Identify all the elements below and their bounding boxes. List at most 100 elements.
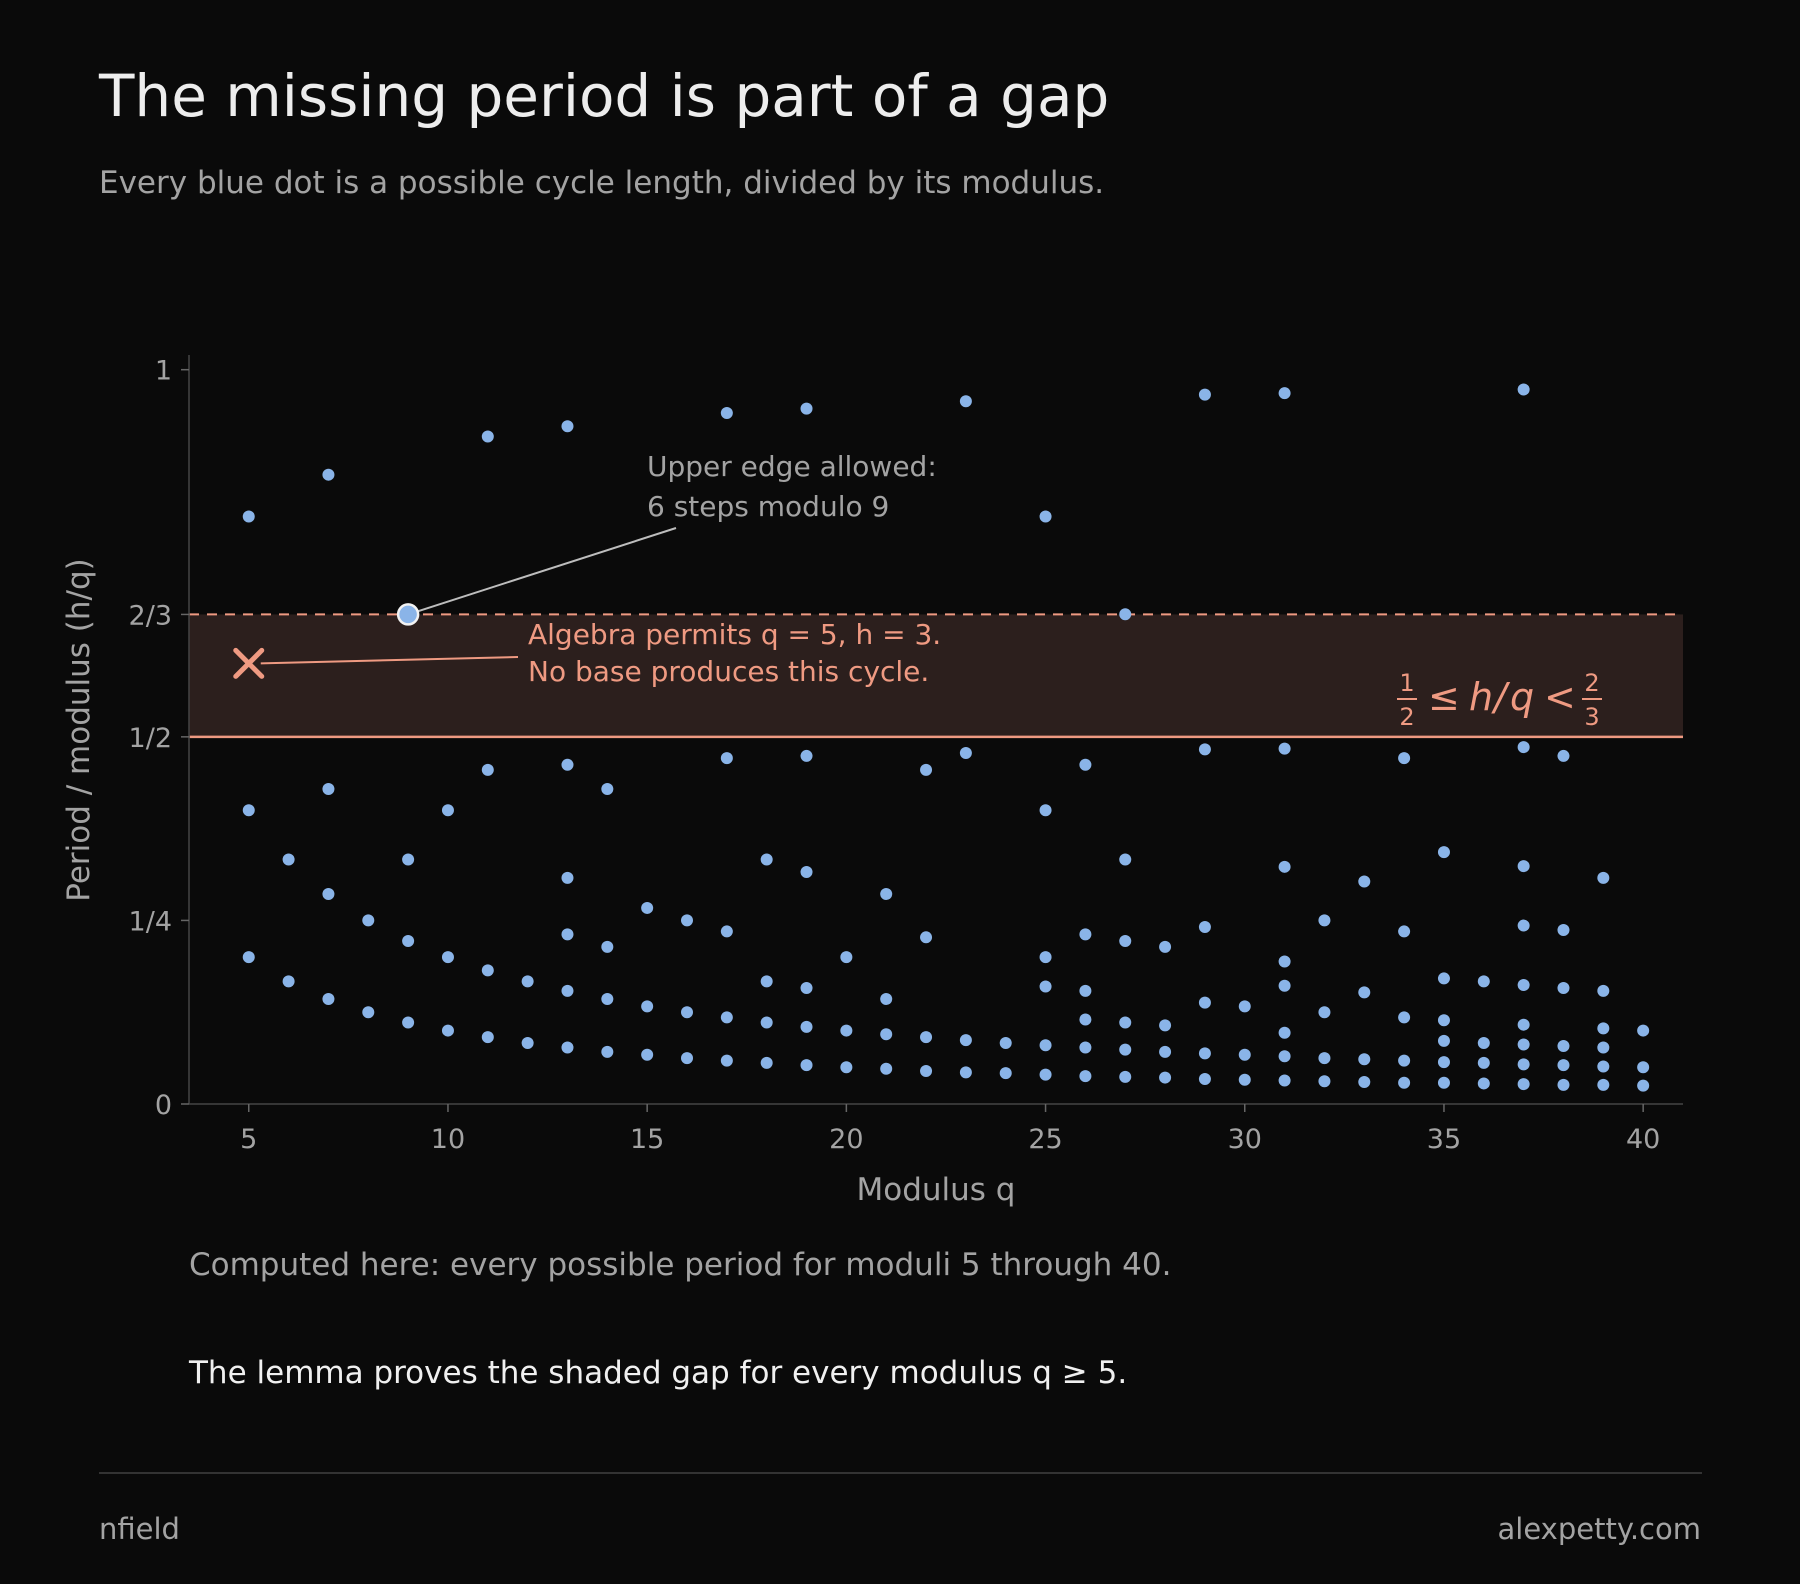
data-point [1318,1052,1331,1065]
data-point [1437,846,1450,859]
data-point [481,763,494,776]
data-point [441,1024,454,1037]
x-tick-label: 10 [431,1124,465,1155]
data-point [561,420,574,433]
data-point [1597,871,1610,884]
highlight-point [396,603,420,626]
data-point [1079,1070,1092,1083]
data-point [1278,1074,1291,1087]
data-point [1079,758,1092,771]
data-point [880,1028,893,1041]
data-point [1119,608,1132,621]
data-point [601,992,614,1005]
data-point [1398,752,1411,765]
data-point [1318,1075,1331,1088]
missing-label-line2: No base produces this cycle. [528,655,929,688]
data-point [1278,860,1291,873]
data-point [1238,1073,1251,1086]
data-point [999,1067,1012,1080]
data-point [840,1061,853,1074]
data-point [1039,510,1052,523]
data-point [1477,1056,1490,1069]
data-point [1437,1014,1450,1027]
y-tick-label: 1 [155,356,172,387]
data-point [1198,1073,1211,1086]
data-point [1398,1054,1411,1067]
data-point [760,853,773,866]
data-point [800,1020,813,1033]
data-point [1198,388,1211,401]
x-tick-label: 15 [630,1124,664,1155]
data-point [1278,742,1291,755]
x-tick-label: 20 [829,1124,863,1155]
data-point [282,975,295,988]
data-point [561,758,574,771]
data-point [1597,1041,1610,1054]
data-point [1159,1019,1172,1032]
data-point [1637,1024,1650,1037]
data-point [1358,986,1371,999]
data-point [1278,1026,1291,1039]
data-point [1477,1037,1490,1050]
data-point [1557,1059,1570,1072]
data-point [1198,921,1211,934]
computed-note: Computed here: every possible period for… [189,1247,1172,1283]
data-point [1079,1013,1092,1026]
data-point [1557,923,1570,936]
x-axis-label: Modulus q [857,1172,1016,1208]
scatter-chart: 5 10 15 20 25 30 35 40 01/41/22/31 Modulus q Pe… [61,355,1683,1208]
data-point [561,871,574,884]
data-point [1119,1016,1132,1029]
data-point [1637,1061,1650,1074]
data-point [959,395,972,408]
data-point [1238,1048,1251,1061]
data-point [959,1034,972,1047]
data-point [1517,1038,1530,1051]
data-point [1517,1018,1530,1031]
data-point [1159,1045,1172,1058]
x-tick-label: 5 [240,1124,257,1155]
fraction-half-denominator: 2 [1399,703,1414,731]
x-tick-label: 40 [1626,1124,1660,1155]
data-point [1517,1078,1530,1091]
data-point [1437,1056,1450,1069]
footer-right-text: alexpetty.com [1497,1512,1702,1546]
data-point [402,1016,415,1029]
data-point [1557,749,1570,762]
data-point [800,749,813,762]
data-point [1278,955,1291,968]
data-point [1159,1071,1172,1084]
highlight-label-line2: 6 steps modulo 9 [647,490,889,523]
data-point [1278,979,1291,992]
missing-label-line1: Algebra permits q = 5, h = 3. [528,618,941,651]
data-point [720,407,733,420]
data-point [481,1031,494,1044]
footer-divider [99,1472,1702,1474]
data-point [800,981,813,994]
data-point [402,934,415,947]
data-point [641,901,654,914]
data-point [1358,875,1371,888]
data-point [920,1031,933,1044]
chart-subtitle: Every blue dot is a possible cycle lengt… [99,165,1105,201]
data-point [1597,1078,1610,1091]
data-point [1278,387,1291,400]
data-point [1517,860,1530,873]
data-point [880,1062,893,1075]
data-point [1238,1000,1251,1013]
data-point [1557,1078,1570,1091]
data-point [1039,1068,1052,1081]
data-point [1437,1034,1450,1047]
data-point [959,1066,972,1079]
data-point [1278,1050,1291,1063]
y-tick-label: 2/3 [129,600,172,631]
fraction-twothirds-numerator: 2 [1584,669,1599,697]
data-points [242,383,1650,1092]
y-tick-label: 1/2 [129,723,172,754]
data-point [800,402,813,415]
data-point [1597,1022,1610,1035]
data-point [880,992,893,1005]
data-point [681,1052,693,1065]
gap-band [189,614,1683,737]
data-point [441,804,454,817]
